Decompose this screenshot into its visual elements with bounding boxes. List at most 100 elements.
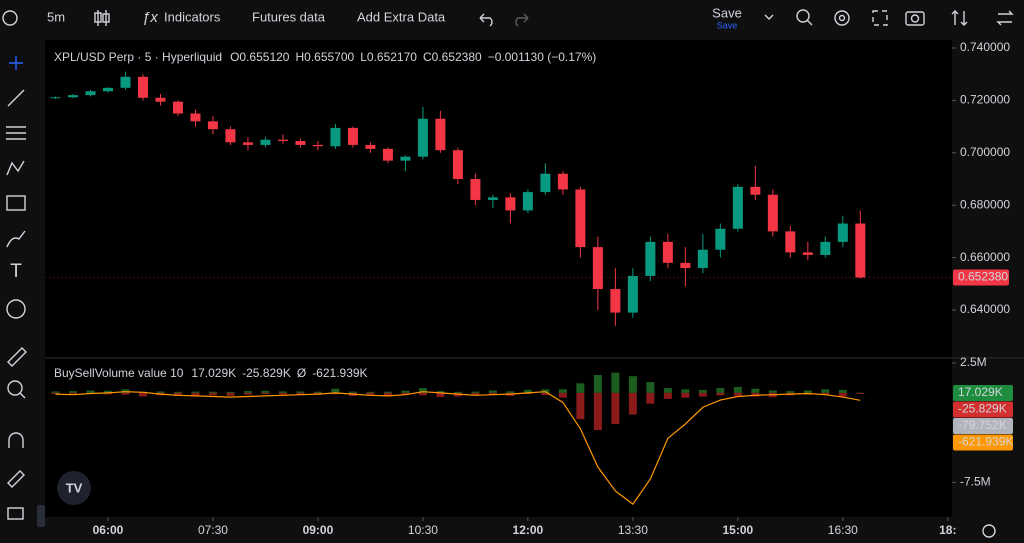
volume-bar: [366, 391, 375, 393]
candle-body: [50, 97, 61, 99]
volume-bar: [348, 391, 357, 393]
indicator-title: BuySellVolume value 10: [54, 366, 184, 380]
futures-data[interactable]: Futures data: [252, 9, 326, 24]
candle-body: [680, 262, 691, 269]
left-toolbar: T: [6, 56, 45, 527]
candle-body: [802, 252, 813, 255]
x-tick-label: 06:00: [93, 523, 124, 537]
fib-tool[interactable]: [6, 126, 26, 140]
icons-tool[interactable]: [6, 299, 26, 319]
candle-body: [225, 129, 236, 143]
candle-body: [452, 150, 463, 179]
camera-icon[interactable]: [905, 11, 925, 26]
volume-bar: [453, 391, 462, 393]
x-tick-label: 15:00: [722, 523, 753, 537]
value-box: [953, 434, 1013, 451]
candle-body: [417, 118, 428, 157]
volume-bar: [663, 388, 672, 393]
indicators[interactable]: Indicators: [164, 9, 221, 24]
time-axis-settings[interactable]: [982, 524, 996, 538]
volume-bar: [331, 392, 340, 395]
zoom-tool[interactable]: [7, 380, 23, 396]
save-dropdown[interactable]: [764, 14, 774, 20]
add-icon[interactable]: [2, 10, 18, 26]
settings-icon[interactable]: [834, 10, 850, 26]
save[interactable]: Save: [712, 5, 742, 20]
interval[interactable]: 5m: [47, 9, 65, 24]
ohlc-value: 0.652170: [367, 50, 417, 64]
candle-body: [592, 247, 603, 290]
value-box-label: -621.939K: [958, 435, 1013, 449]
ohlc-key: O: [230, 50, 239, 64]
pattern-tool[interactable]: [6, 160, 25, 176]
volume-bar: [768, 390, 777, 393]
x-tick-label: 10:30: [408, 523, 438, 537]
volume-bar: [523, 389, 532, 393]
candle-type-icon[interactable]: [94, 10, 110, 26]
volume-bar: [418, 392, 427, 396]
candle-body: [767, 194, 778, 232]
collapse-toolbar[interactable]: [37, 505, 45, 527]
candle-body: [190, 113, 201, 122]
sort-icon[interactable]: [951, 10, 968, 26]
volume-bar: [173, 392, 182, 396]
volume-bar: [646, 382, 655, 393]
search-icon[interactable]: [796, 9, 810, 23]
projection-tool[interactable]: [6, 195, 26, 211]
volume-bar: [751, 388, 760, 393]
y-tick-label: 0.700000: [960, 145, 1010, 159]
brush-tool[interactable]: [6, 230, 26, 248]
fullscreen-icon[interactable]: [872, 10, 888, 26]
volume-bar: [296, 391, 305, 393]
volume-bar: [383, 391, 392, 393]
undo[interactable]: [479, 13, 493, 27]
lock-tool[interactable]: [7, 507, 24, 520]
candle-body: [120, 76, 131, 88]
volume-bar: [488, 390, 497, 393]
candle-body: [732, 186, 743, 229]
volume-bar: [103, 392, 112, 395]
volume-bar: [716, 388, 725, 393]
volume-bar: [86, 390, 95, 393]
volume-bar: [261, 390, 270, 393]
candle-body: [85, 91, 96, 96]
volume-bar: [821, 389, 830, 393]
lock-drawing-tool[interactable]: [7, 470, 25, 488]
volume-bar: [628, 392, 637, 415]
crosshair-tool[interactable]: [9, 56, 23, 70]
volume-bar: [611, 372, 620, 393]
text-tool[interactable]: T: [10, 261, 22, 282]
redo[interactable]: [515, 13, 529, 27]
volume-bar: [278, 392, 287, 395]
value-box-label: 17.029K: [958, 385, 1003, 399]
magnet-tool[interactable]: [8, 432, 24, 448]
volume-bar: [593, 374, 602, 393]
candle-body: [540, 173, 551, 193]
measure-tool[interactable]: [7, 347, 27, 367]
volume-bar: [313, 391, 322, 393]
volume-bar: [191, 392, 200, 396]
volume-bar: [401, 390, 410, 393]
trend-line-tool[interactable]: [7, 89, 25, 107]
ohlc-key: H: [295, 50, 304, 64]
x-tick-label: 09:00: [303, 523, 334, 537]
add-extra-data[interactable]: Add Extra Data: [357, 9, 446, 24]
volume-bar: [191, 391, 200, 393]
candle-body: [172, 101, 183, 114]
candle-body: [435, 118, 446, 151]
volume-bar: [121, 392, 130, 395]
ohlc-value: 0.652380: [432, 50, 482, 64]
fx-icon[interactable]: ƒx: [142, 9, 158, 26]
candle-body: [855, 223, 866, 278]
y-tick-label: 0.680000: [960, 197, 1010, 211]
value-box: [953, 418, 1013, 434]
candle-body: [837, 223, 848, 242]
indicator-value: -25.829K: [242, 366, 291, 380]
volume-bar: [68, 392, 77, 394]
volume-bar: [138, 392, 147, 397]
candle-body: [820, 241, 831, 255]
candle-body: [645, 241, 656, 276]
swap-icon[interactable]: [996, 10, 1014, 26]
